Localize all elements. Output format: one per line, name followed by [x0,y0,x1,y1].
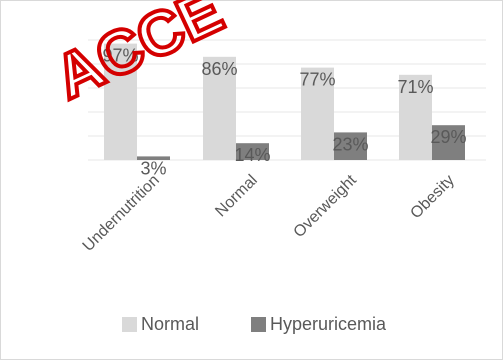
data-label-normal-obesity: 71% [397,77,433,97]
bar-normal-undernutrition [104,43,137,160]
data-label-hyperuricemia-undernutrition: 3% [140,158,166,178]
data-label-hyperuricemia-obesity: 29% [430,127,466,147]
bar-hyperuricemia-overweight [334,132,367,160]
bar-hyperuricemia-undernutrition [137,156,170,160]
bar-hyperuricemia-normal [236,143,269,160]
legend-label-hyperuricemia: Hyperuricemia [270,314,387,334]
data-label-normal-normal: 86% [201,59,237,79]
bar-normal-overweight [301,67,334,160]
x-axis-ticks: Undernutrition Normal Overweight Obesity [80,171,458,254]
bar-normal-obesity [399,74,432,160]
data-label-hyperuricemia-normal: 14% [234,145,270,165]
data-labels: 97% 86% 77% 71% 3% 14% 23% 29% [102,46,466,179]
x-tick-label-undernutrition: Undernutrition [80,172,163,255]
bar-hyperuricemia-obesity [432,125,465,160]
x-tick-label-overweight: Overweight [291,171,361,241]
bar-series [104,43,465,160]
x-tick-label-normal: Normal [212,172,260,220]
legend-swatch-normal [122,317,137,332]
legend-swatch-hyperuricemia [251,317,266,332]
x-tick-label-obesity: Obesity [407,172,457,222]
bar-normal-normal [203,56,236,160]
data-label-normal-overweight: 77% [299,70,335,90]
data-label-normal-undernutrition: 97% [102,46,138,66]
legend-label-normal: Normal [141,314,199,334]
legend: Normal Hyperuricemia [122,314,387,334]
data-label-hyperuricemia-overweight: 23% [332,134,368,154]
